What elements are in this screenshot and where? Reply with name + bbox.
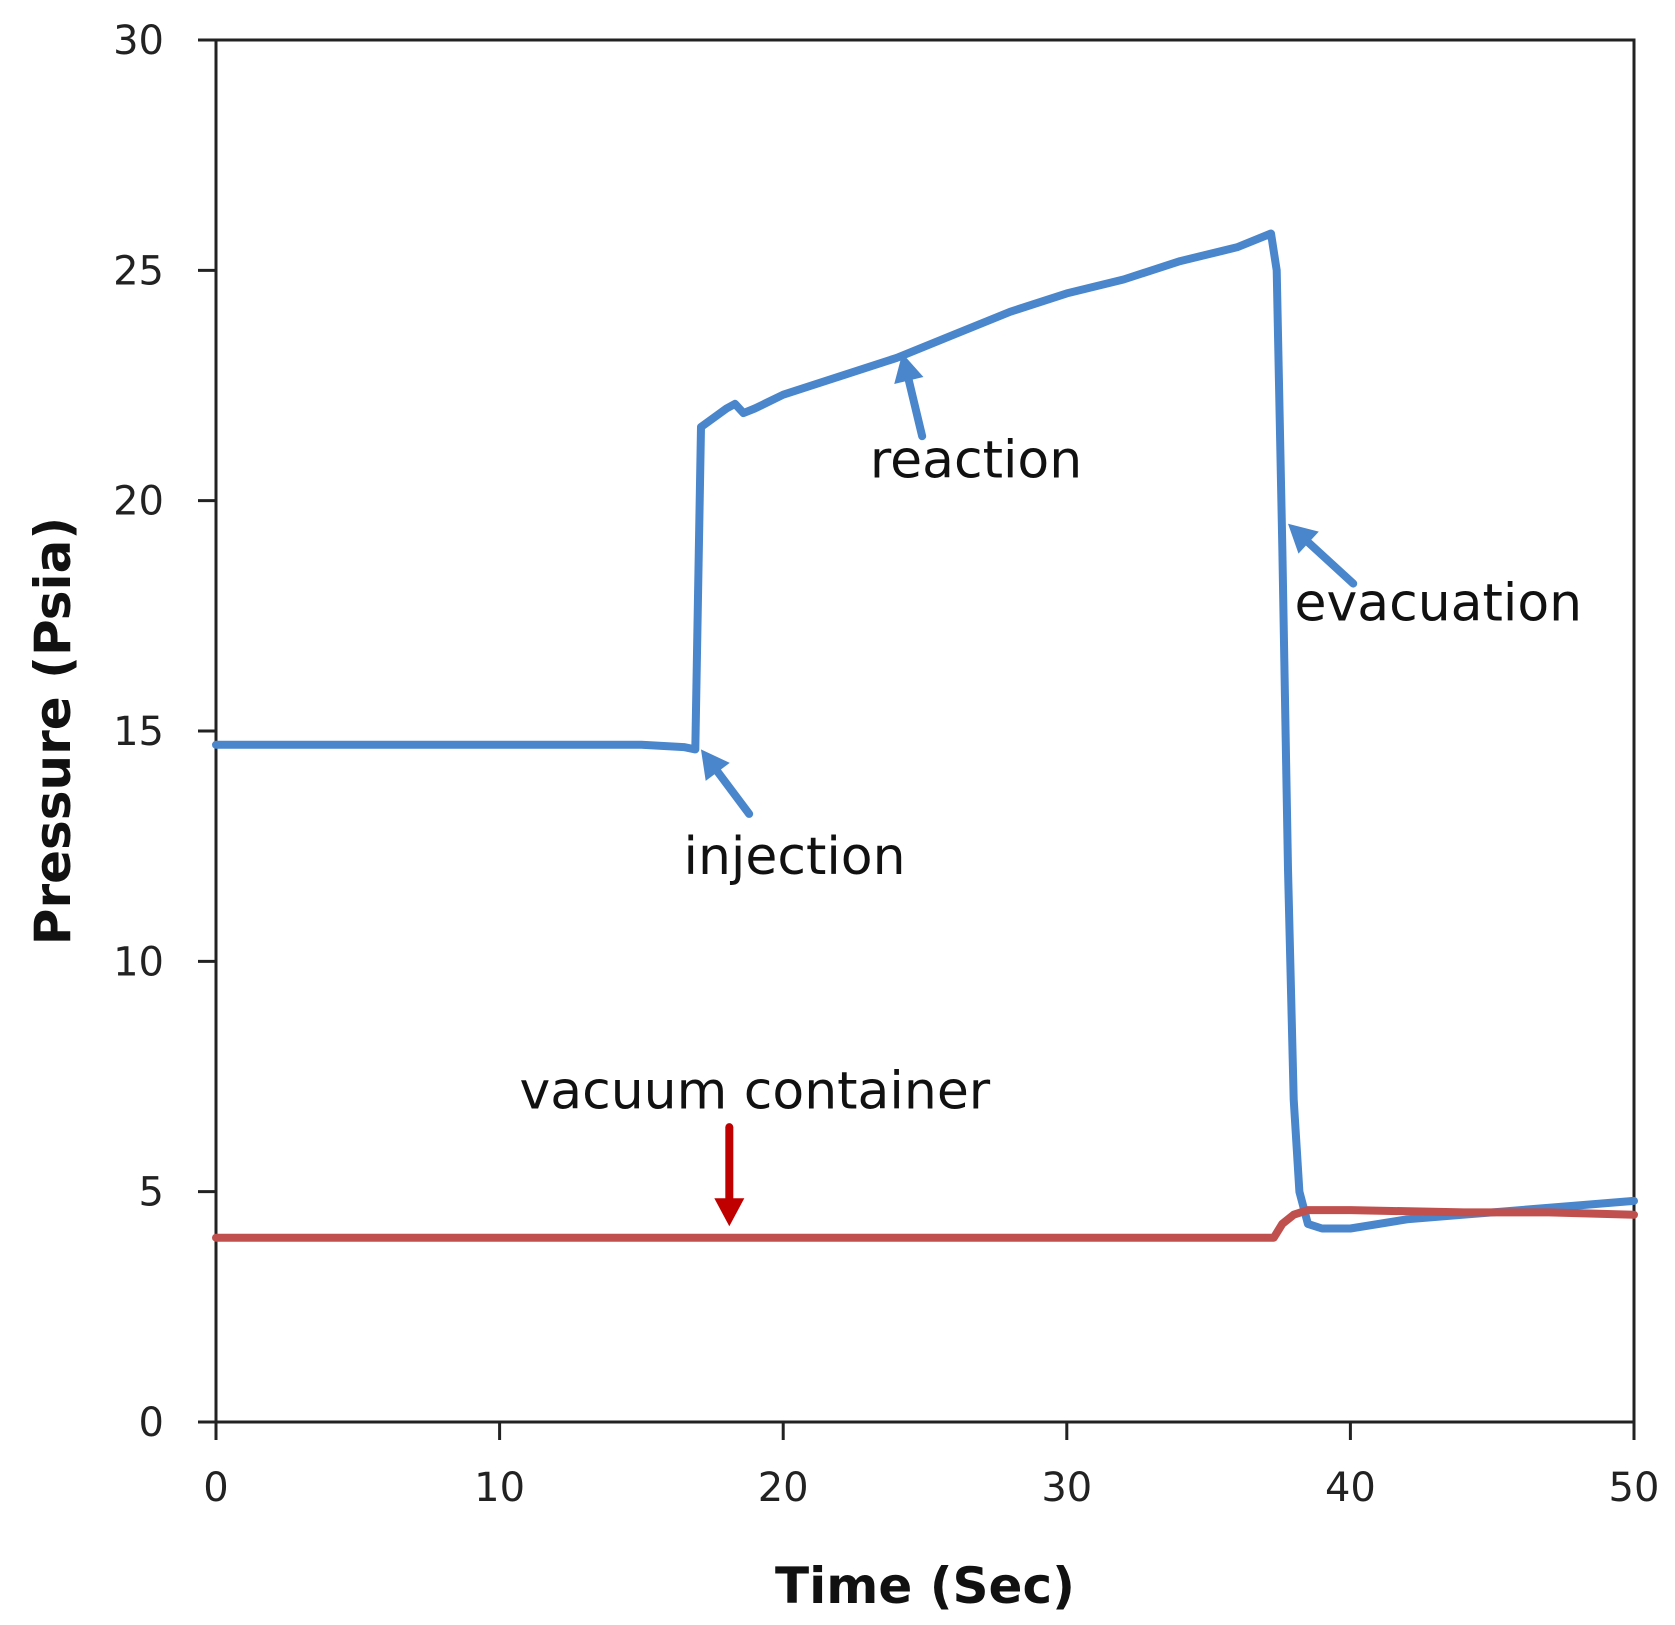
annotation-arrow-shaft xyxy=(904,376,927,441)
annotation-arrow-head xyxy=(700,749,730,781)
x-tick-label: 10 xyxy=(474,1465,525,1511)
annotation-label: injection xyxy=(684,827,906,887)
annotation-label: vacuum container xyxy=(519,1062,990,1122)
series-layer xyxy=(212,229,1638,1242)
x-axis-title: Time (Sec) xyxy=(775,1557,1075,1615)
annotation-arrow-shaft xyxy=(1304,538,1358,588)
reactor-pressure-line xyxy=(212,229,1638,1233)
y-axis: 0 5 10 15 20 25 30 xyxy=(113,18,216,1446)
x-tick-label: 20 xyxy=(758,1465,809,1511)
y-tick-label: 0 xyxy=(139,1400,164,1446)
annotation-arrow-shaft xyxy=(713,767,754,818)
y-tick-label: 15 xyxy=(113,709,164,755)
x-tick-label: 50 xyxy=(1609,1465,1660,1511)
y-tick-label: 25 xyxy=(113,248,164,294)
x-tick-label: 0 xyxy=(203,1465,228,1511)
annotation-arrow-head xyxy=(894,353,924,384)
annotation-label: reaction xyxy=(870,431,1082,491)
y-tick-label: 10 xyxy=(113,939,164,985)
y-axis-title: Pressure (Psia) xyxy=(24,517,82,945)
x-axis: 0 10 20 30 40 50 xyxy=(203,1422,1659,1511)
x-tick-label: 40 xyxy=(1325,1465,1376,1511)
y-tick-label: 20 xyxy=(113,479,164,525)
y-tick-label: 30 xyxy=(113,18,164,64)
x-tick-label: 30 xyxy=(1041,1465,1092,1511)
vacuum-container-line xyxy=(212,1206,1638,1242)
annotation-arrow-head xyxy=(714,1198,745,1227)
plot-area xyxy=(214,38,1636,1424)
y-tick-label: 5 xyxy=(139,1170,164,1216)
annotations: injection reaction evacuation vacuum contai… xyxy=(519,353,1582,1227)
annotation-arrow-head xyxy=(1288,523,1319,554)
annotation-label: evacuation xyxy=(1294,573,1582,633)
